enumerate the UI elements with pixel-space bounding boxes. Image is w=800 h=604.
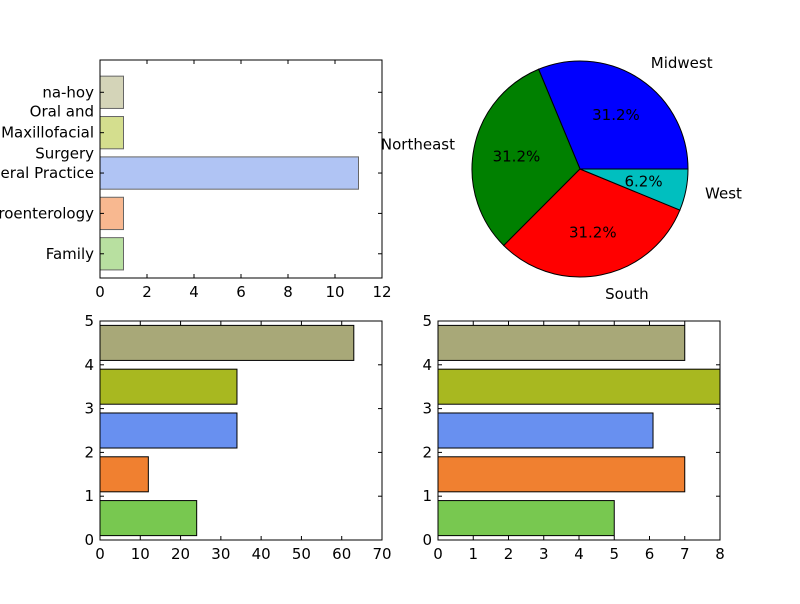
- x-tick-label: 60: [332, 545, 351, 563]
- y-tick-label: 1: [422, 487, 432, 505]
- x-tick-label: 8: [715, 545, 725, 563]
- pie-pct-label: 31.2%: [493, 147, 541, 165]
- bar-0: [437, 500, 615, 537]
- pie-slice-west: [579, 168, 689, 211]
- x-tick-label: 0: [95, 545, 105, 563]
- x-tick-label: 0: [95, 283, 105, 301]
- bar-0: [99, 500, 198, 537]
- x-tick-label: 70: [372, 545, 391, 563]
- pie-slice-south: [503, 168, 681, 278]
- x-tick-label: 6: [645, 545, 655, 563]
- y-tick-label: 3: [84, 400, 94, 418]
- pie-slice-midwest: [537, 60, 689, 170]
- y-tick-label: 5: [422, 312, 432, 330]
- y-category-label: Oral and: [30, 103, 94, 121]
- pie-pct-label: 31.2%: [592, 106, 640, 124]
- pie-label: Midwest: [651, 54, 713, 72]
- y-category-label: Family: [46, 245, 94, 263]
- x-tick-label: 4: [574, 545, 584, 563]
- x-tick-label: 12: [372, 283, 391, 301]
- bar-2: [437, 412, 654, 449]
- x-tick-label: 5: [609, 545, 619, 563]
- pie-label: South: [605, 285, 649, 303]
- x-tick-label: 30: [211, 545, 230, 563]
- y-category-label: General Practice: [0, 164, 94, 182]
- y-category-label: Surgery: [35, 145, 94, 163]
- bar-chart-4: 0 1 2 3 4 5 6 7 8 0 1 2 3 4 5: [422, 312, 724, 563]
- x-tick-label: 2: [142, 283, 152, 301]
- bar-1: [437, 456, 686, 493]
- y-category-label: Gastroenterology: [0, 204, 94, 222]
- bar-3: [437, 368, 721, 405]
- x-tick-label: 20: [171, 545, 190, 563]
- y-category-label: Maxillofacial: [1, 124, 94, 142]
- y-tick-label: 0: [84, 531, 94, 549]
- pie-label: West: [705, 185, 742, 203]
- pie-pct-label: 31.2%: [569, 224, 617, 242]
- axes-frame: [99, 320, 383, 541]
- x-tick-label: 50: [292, 545, 311, 563]
- y-tick-label: 0: [422, 531, 432, 549]
- y-tick-label: 4: [84, 356, 94, 374]
- bar-1: [99, 456, 149, 493]
- x-tick-label: 10: [131, 545, 150, 563]
- y-tick-label: 2: [84, 443, 94, 461]
- x-tick-label: 6: [236, 283, 246, 301]
- y-tick-label: 2: [422, 443, 432, 461]
- y-tick-label: 5: [84, 312, 94, 330]
- bar-chart-1: 0 2 4 6 8 10 12 Family Gastroenterology General P…: [0, 59, 392, 301]
- x-tick-label: 0: [433, 545, 443, 563]
- pie-label: Northeast: [381, 135, 455, 153]
- y-category-label: na-hoy: [42, 83, 94, 101]
- x-tick-label: 4: [189, 283, 199, 301]
- x-tick-label: 2: [504, 545, 514, 563]
- y-tick-label: 4: [422, 356, 432, 374]
- bar-chart-3: 0 10 20 30 40 50 60 70 0 1 2 3 4 5: [84, 312, 391, 563]
- bar-2: [99, 412, 238, 449]
- bar-general-practice: [99, 156, 359, 190]
- bar-3: [99, 368, 238, 405]
- pie-chart: Midwest 31.2% Northeast 31.2% South 31.2% West…: [381, 54, 742, 303]
- bar-4: [99, 324, 355, 361]
- x-tick-label: 7: [680, 545, 690, 563]
- bar-4: [437, 324, 686, 361]
- pie-pct-label: 6.2%: [625, 173, 663, 191]
- x-tick-label: 40: [252, 545, 271, 563]
- x-tick-label: 8: [283, 283, 293, 301]
- y-tick-label: 1: [84, 487, 94, 505]
- x-tick-label: 3: [539, 545, 549, 563]
- pie-slice-northeast: [471, 68, 581, 247]
- x-tick-label: 10: [325, 283, 344, 301]
- x-tick-label: 1: [468, 545, 478, 563]
- y-tick-label: 3: [422, 400, 432, 418]
